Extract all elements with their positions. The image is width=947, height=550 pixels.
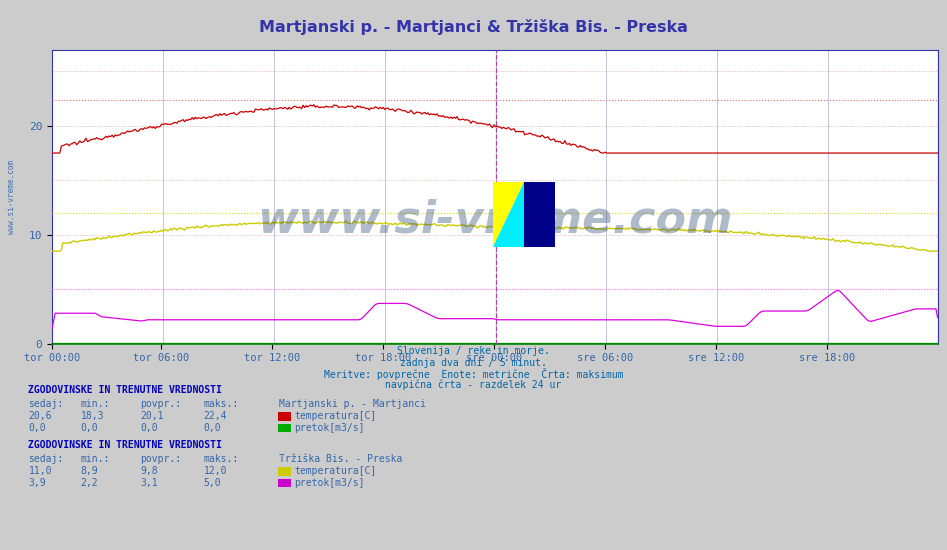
Text: pretok[m3/s]: pretok[m3/s] bbox=[295, 477, 365, 488]
Text: 2,2: 2,2 bbox=[80, 477, 98, 488]
Text: 3,9: 3,9 bbox=[28, 477, 46, 488]
Text: www.si-vreme.com: www.si-vreme.com bbox=[257, 199, 733, 241]
Text: sedaj:: sedaj: bbox=[28, 399, 63, 409]
Text: ZGODOVINSKE IN TRENUTNE VREDNOSTI: ZGODOVINSKE IN TRENUTNE VREDNOSTI bbox=[28, 440, 223, 450]
Text: povpr.:: povpr.: bbox=[140, 399, 181, 409]
Text: 9,8: 9,8 bbox=[140, 466, 158, 476]
Text: Meritve: povprečne  Enote: metrične  Črta: maksimum: Meritve: povprečne Enote: metrične Črta:… bbox=[324, 368, 623, 381]
Text: zadnja dva dni / 5 minut.: zadnja dva dni / 5 minut. bbox=[400, 358, 547, 367]
Text: 0,0: 0,0 bbox=[28, 422, 46, 433]
Text: Slovenija / reke in morje.: Slovenija / reke in morje. bbox=[397, 346, 550, 356]
Text: ZGODOVINSKE IN TRENUTNE VREDNOSTI: ZGODOVINSKE IN TRENUTNE VREDNOSTI bbox=[28, 385, 223, 395]
Text: www.si-vreme.com: www.si-vreme.com bbox=[7, 160, 16, 234]
Text: 8,9: 8,9 bbox=[80, 466, 98, 476]
Text: 0,0: 0,0 bbox=[80, 422, 98, 433]
Text: 0,0: 0,0 bbox=[140, 422, 158, 433]
Text: 11,0: 11,0 bbox=[28, 466, 52, 476]
Text: 3,1: 3,1 bbox=[140, 477, 158, 488]
Text: navpična črta - razdelek 24 ur: navpična črta - razdelek 24 ur bbox=[385, 379, 562, 390]
Text: min.:: min.: bbox=[80, 454, 110, 464]
Text: 0,0: 0,0 bbox=[204, 422, 222, 433]
Text: temperatura[C]: temperatura[C] bbox=[295, 466, 377, 476]
Text: povpr.:: povpr.: bbox=[140, 454, 181, 464]
Text: Martjanski p. - Martjanci & Tržiška Bis. - Preska: Martjanski p. - Martjanci & Tržiška Bis.… bbox=[259, 19, 688, 35]
Text: maks.:: maks.: bbox=[204, 454, 239, 464]
Text: sedaj:: sedaj: bbox=[28, 454, 63, 464]
Text: 12,0: 12,0 bbox=[204, 466, 227, 476]
Text: 18,3: 18,3 bbox=[80, 411, 104, 421]
Text: 5,0: 5,0 bbox=[204, 477, 222, 488]
Text: 20,1: 20,1 bbox=[140, 411, 164, 421]
Text: min.:: min.: bbox=[80, 399, 110, 409]
Text: Tržiška Bis. - Preska: Tržiška Bis. - Preska bbox=[279, 454, 402, 464]
Text: 20,6: 20,6 bbox=[28, 411, 52, 421]
Text: temperatura[C]: temperatura[C] bbox=[295, 411, 377, 421]
Text: maks.:: maks.: bbox=[204, 399, 239, 409]
Text: pretok[m3/s]: pretok[m3/s] bbox=[295, 422, 365, 433]
Text: Martjanski p. - Martjanci: Martjanski p. - Martjanci bbox=[279, 399, 426, 409]
Text: 22,4: 22,4 bbox=[204, 411, 227, 421]
